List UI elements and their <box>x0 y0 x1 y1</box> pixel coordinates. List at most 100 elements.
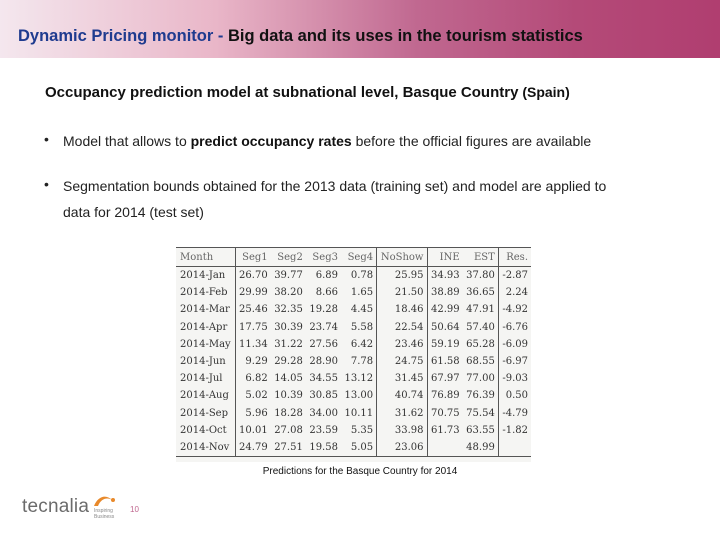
table-row: 2014-Oct 10.01 27.08 23.59 5.35 33.98 61.73 63.… <box>176 421 531 439</box>
value-cell: 38.20 <box>274 287 303 299</box>
value-cell: 36.65 <box>462 284 499 302</box>
value-cell: 70.75 <box>431 407 460 419</box>
value-cell: 34.00 <box>309 407 338 419</box>
table-caption: Predictions for the Basque Country for 2… <box>262 466 458 477</box>
value-cell: -4.92 <box>502 304 528 316</box>
table-row: 2014-Nov 24.79 27.51 19.58 5.05 23.06 48.99 <box>176 438 531 458</box>
value-cell: 7.78 <box>340 352 378 371</box>
slide-title-main: Dynamic Pricing monitor <box>18 27 214 45</box>
value-cell: 24.79 <box>235 438 271 458</box>
value-cell: 57.40 <box>462 318 499 336</box>
column-header: Res. <box>498 247 531 267</box>
slide-title: Dynamic Pricing monitor - Big data and i… <box>18 27 583 46</box>
bullet-marker: • <box>44 176 49 192</box>
value-cell: 18.28 <box>274 407 303 419</box>
value-cell: 75.54 <box>462 404 499 422</box>
value-cell: 31.62 <box>376 404 428 422</box>
table-row: 2014-Feb 29.99 38.20 8.66 1.65 21.50 38.89 36.6… <box>176 284 531 302</box>
column-header: Seg3 <box>305 247 341 267</box>
value-cell: 10.11 <box>340 404 378 422</box>
column-header: NoShow <box>376 247 428 267</box>
value-cell: 63.55 <box>462 421 499 439</box>
value-cell: 65.28 <box>462 335 499 353</box>
bullet-2-line-1: Segmentation bounds obtained for the 201… <box>63 178 607 194</box>
bullet-item-2: Segmentation bounds obtained for the 201… <box>63 173 606 225</box>
value-cell: 14.05 <box>274 373 303 385</box>
table-row: 2014-Jul 6.82 14.05 34.55 13.12 31.45 67.97 77.… <box>176 370 531 388</box>
slide-subtitle: Occupancy prediction model at subnationa… <box>45 84 570 101</box>
value-cell: 30.85 <box>309 390 338 402</box>
bullet-1-suffix: before the official figures are availabl… <box>351 133 592 149</box>
value-cell: 59.19 <box>431 338 460 350</box>
value-cell: 29.99 <box>239 287 268 299</box>
value-cell: 4.45 <box>340 301 378 319</box>
bullet-item-1: Model that allows to predict occupancy r… <box>63 128 591 154</box>
value-cell: 38.89 <box>431 287 460 299</box>
value-cell: 77.00 <box>462 370 499 388</box>
value-cell: 25.46 <box>239 304 268 316</box>
value-cell: 5.35 <box>340 421 378 439</box>
value-cell: -6.97 <box>502 356 528 368</box>
month-cell: 2014-Apr <box>176 318 236 336</box>
value-cell: 23.59 <box>309 424 338 436</box>
value-cell: 28.90 <box>309 356 338 368</box>
header-bar <box>0 0 720 58</box>
month-cell: 2014-Jan <box>176 266 236 285</box>
value-cell: -6.09 <box>502 338 528 350</box>
value-cell: 18.46 <box>376 301 428 319</box>
month-cell: 2014-Oct <box>176 421 236 439</box>
value-cell: 26.70 <box>239 270 268 282</box>
column-header: Seg2 <box>270 247 306 267</box>
value-cell: 19.28 <box>309 304 338 316</box>
value-cell: 8.66 <box>315 287 338 299</box>
value-cell: 61.58 <box>431 356 460 368</box>
value-cell <box>498 438 531 458</box>
subtitle-main: Occupancy prediction model at subnationa… <box>45 84 519 101</box>
value-cell: 1.65 <box>340 284 378 302</box>
value-cell: -9.03 <box>502 373 528 385</box>
value-cell: 11.34 <box>239 338 268 350</box>
value-cell: 27.51 <box>270 438 306 458</box>
value-cell: -6.76 <box>502 321 528 333</box>
value-cell: 76.39 <box>462 387 499 405</box>
value-cell: 17.75 <box>239 321 268 333</box>
value-cell: 34.55 <box>309 373 338 385</box>
value-cell: 27.56 <box>309 338 338 350</box>
column-header: Seg1 <box>235 247 271 267</box>
table-body: 2014-Jan 26.70 39.77 6.89 0.78 25.95 34.93 37.8… <box>176 266 531 458</box>
value-cell: 5.02 <box>245 390 268 402</box>
table-row: 2014-Mar 25.46 32.35 19.28 4.45 18.46 42.99 47.… <box>176 301 531 319</box>
value-cell: 40.74 <box>376 387 428 405</box>
page-number: 10 <box>130 505 139 514</box>
logo-tagline: Inspiring Business <box>94 508 115 520</box>
occupancy-table-image: Month Seg1 Seg2 Seg3 Seg4 NoShow INE EST… <box>176 247 531 462</box>
table-row: 2014-May 11.34 31.22 27.56 6.42 23.46 59.19 65.… <box>176 335 531 353</box>
value-cell: 25.95 <box>376 266 428 285</box>
value-cell: 47.91 <box>462 301 499 319</box>
value-cell: 61.73 <box>431 424 460 436</box>
month-cell: 2014-Jul <box>176 370 236 388</box>
value-cell: 0.78 <box>340 266 378 285</box>
bullet-1-prefix: Model that allows to <box>63 133 191 149</box>
value-cell: 39.77 <box>274 270 303 282</box>
value-cell: 30.39 <box>274 321 303 333</box>
value-cell: 9.29 <box>245 356 268 368</box>
month-cell: 2014-Aug <box>176 387 236 405</box>
column-header: Month <box>176 247 236 267</box>
occupancy-table: Month Seg1 Seg2 Seg3 Seg4 NoShow INE EST… <box>176 247 531 458</box>
table-row: 2014-Apr 17.75 30.39 23.74 5.58 22.54 50.64 57.… <box>176 318 531 336</box>
month-cell: 2014-Nov <box>176 438 236 458</box>
subtitle-region: (Spain) <box>518 84 570 100</box>
value-cell: 22.54 <box>376 318 428 336</box>
column-header: EST <box>462 247 499 267</box>
value-cell: 27.08 <box>274 424 303 436</box>
value-cell: 50.64 <box>431 321 460 333</box>
value-cell: 29.28 <box>274 356 303 368</box>
value-cell: 33.98 <box>376 421 428 439</box>
month-cell: 2014-Sep <box>176 404 236 422</box>
value-cell: 10.01 <box>239 424 268 436</box>
value-cell: 68.55 <box>462 352 499 371</box>
value-cell: -1.82 <box>502 424 528 436</box>
value-cell: 5.96 <box>245 407 268 419</box>
value-cell <box>427 438 463 458</box>
